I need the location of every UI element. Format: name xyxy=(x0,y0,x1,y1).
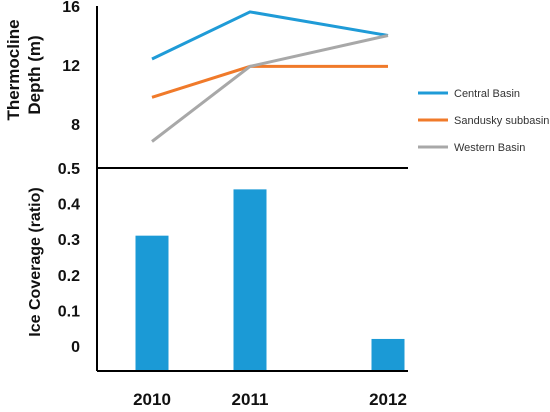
legend: Central Basin Sandusky subbasin Western … xyxy=(418,88,549,154)
legend-label-western-basin: Western Basin xyxy=(454,142,525,154)
legend-label-central-basin: Central Basin xyxy=(454,88,520,100)
bottom-y-tick-1: 0.4 xyxy=(58,197,80,214)
x-tick-2011: 2011 xyxy=(232,390,269,409)
bottom-y-tick-2: 0.3 xyxy=(58,232,80,249)
x-tick-2010: 2010 xyxy=(133,390,171,409)
bottom-y-axis-title: Ice Coverage (ratio) xyxy=(27,187,44,336)
bottom-y-tick-3: 0.2 xyxy=(58,268,80,285)
legend-label-sandusky-subbasin: Sandusky subbasin xyxy=(454,115,549,127)
bar-2012 xyxy=(371,338,405,370)
top-y-tick-2: 8 xyxy=(71,117,80,134)
top-y-ticks: 16 12 8 xyxy=(62,0,80,134)
line-series-group xyxy=(151,10,389,143)
top-y-tick-1: 12 xyxy=(62,58,80,75)
bar-group xyxy=(135,189,405,370)
bottom-y-tick-5: 0 xyxy=(71,339,80,356)
top-y-axis-title-line1: Thermocline xyxy=(4,19,23,120)
top-y-tick-0: 16 xyxy=(62,0,80,16)
series-line-western-basin xyxy=(151,34,389,143)
bottom-y-tick-4: 0.1 xyxy=(58,303,80,320)
x-tick-2012: 2012 xyxy=(369,390,407,409)
bar-2011 xyxy=(233,189,267,370)
bottom-y-tick-0: 0.5 xyxy=(58,161,80,178)
top-y-axis-title-line2: Depth (m) xyxy=(25,35,44,114)
x-ticks: 2010 2011 2012 xyxy=(133,390,407,409)
series-line-central-basin xyxy=(151,10,389,61)
bottom-y-ticks: 0.5 0.4 0.3 0.2 0.1 0 xyxy=(58,161,80,356)
series-line-sandusky-subbasin xyxy=(151,64,388,99)
bar-2010 xyxy=(135,235,169,370)
